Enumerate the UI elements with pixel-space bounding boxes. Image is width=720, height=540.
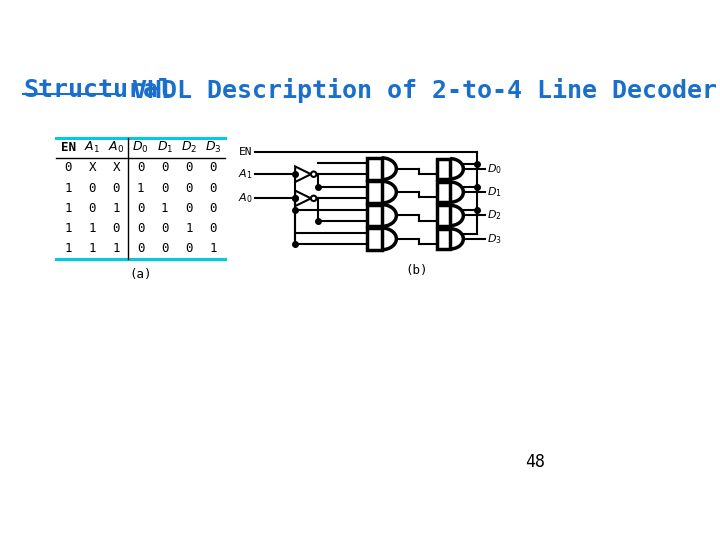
Text: 1: 1 [112,202,120,215]
Text: $A_1$: $A_1$ [238,167,252,181]
Text: 1: 1 [64,242,72,255]
Text: $A_1$: $A_1$ [84,140,100,156]
Text: 0: 0 [161,242,168,255]
Text: 0: 0 [112,182,120,195]
Polygon shape [366,205,382,226]
Text: 1: 1 [64,202,72,215]
Circle shape [311,172,316,177]
Text: EN: EN [239,147,252,157]
Text: 0: 0 [161,182,168,195]
Text: 0: 0 [137,202,144,215]
Text: 0: 0 [89,202,96,215]
Text: 0: 0 [210,202,217,215]
Text: $D_0$: $D_0$ [132,140,149,156]
Text: $D_3$: $D_3$ [487,232,503,246]
Text: 48: 48 [525,453,545,471]
Text: 0: 0 [210,182,217,195]
Polygon shape [295,166,311,182]
Text: $D_2$: $D_2$ [487,208,503,222]
Text: EN: EN [60,141,76,154]
Text: X: X [89,161,96,174]
Text: 1: 1 [64,222,72,235]
Text: VHDL Description of 2-to-4 Line Decoder: VHDL Description of 2-to-4 Line Decoder [117,78,717,103]
Text: 0: 0 [137,161,144,174]
Text: 0: 0 [64,161,72,174]
Text: 0: 0 [112,222,120,235]
Text: 1: 1 [185,222,192,235]
Text: 0: 0 [210,222,217,235]
Text: Structural: Structural [23,78,174,102]
Text: $D_3$: $D_3$ [204,140,221,156]
Text: (a): (a) [130,268,152,281]
Text: 0: 0 [137,222,144,235]
Text: $D_2$: $D_2$ [181,140,197,156]
Polygon shape [437,205,450,226]
Text: 0: 0 [185,202,192,215]
Polygon shape [437,182,450,202]
Text: 1: 1 [64,182,72,195]
Polygon shape [366,181,382,203]
Text: 1: 1 [137,182,144,195]
Text: 0: 0 [137,242,144,255]
Text: 1: 1 [161,202,168,215]
Text: 1: 1 [89,242,96,255]
Text: 0: 0 [89,182,96,195]
Text: $D_1$: $D_1$ [487,185,503,199]
Polygon shape [295,191,311,206]
Text: 0: 0 [185,161,192,174]
Text: 0: 0 [185,242,192,255]
Text: X: X [112,161,120,174]
Circle shape [311,195,316,201]
Polygon shape [437,159,450,179]
Text: 1: 1 [89,222,96,235]
Text: 0: 0 [161,222,168,235]
Text: (b): (b) [405,264,428,277]
Text: 0: 0 [161,161,168,174]
Text: $D_1$: $D_1$ [156,140,173,156]
Polygon shape [366,228,382,250]
Polygon shape [366,158,382,180]
Text: 1: 1 [112,242,120,255]
Text: $A_0$: $A_0$ [238,192,252,205]
Text: 1: 1 [210,242,217,255]
Text: 0: 0 [185,182,192,195]
Text: 0: 0 [210,161,217,174]
Text: $D_0$: $D_0$ [487,162,503,176]
Polygon shape [437,229,450,249]
Text: $A_0$: $A_0$ [108,140,125,156]
